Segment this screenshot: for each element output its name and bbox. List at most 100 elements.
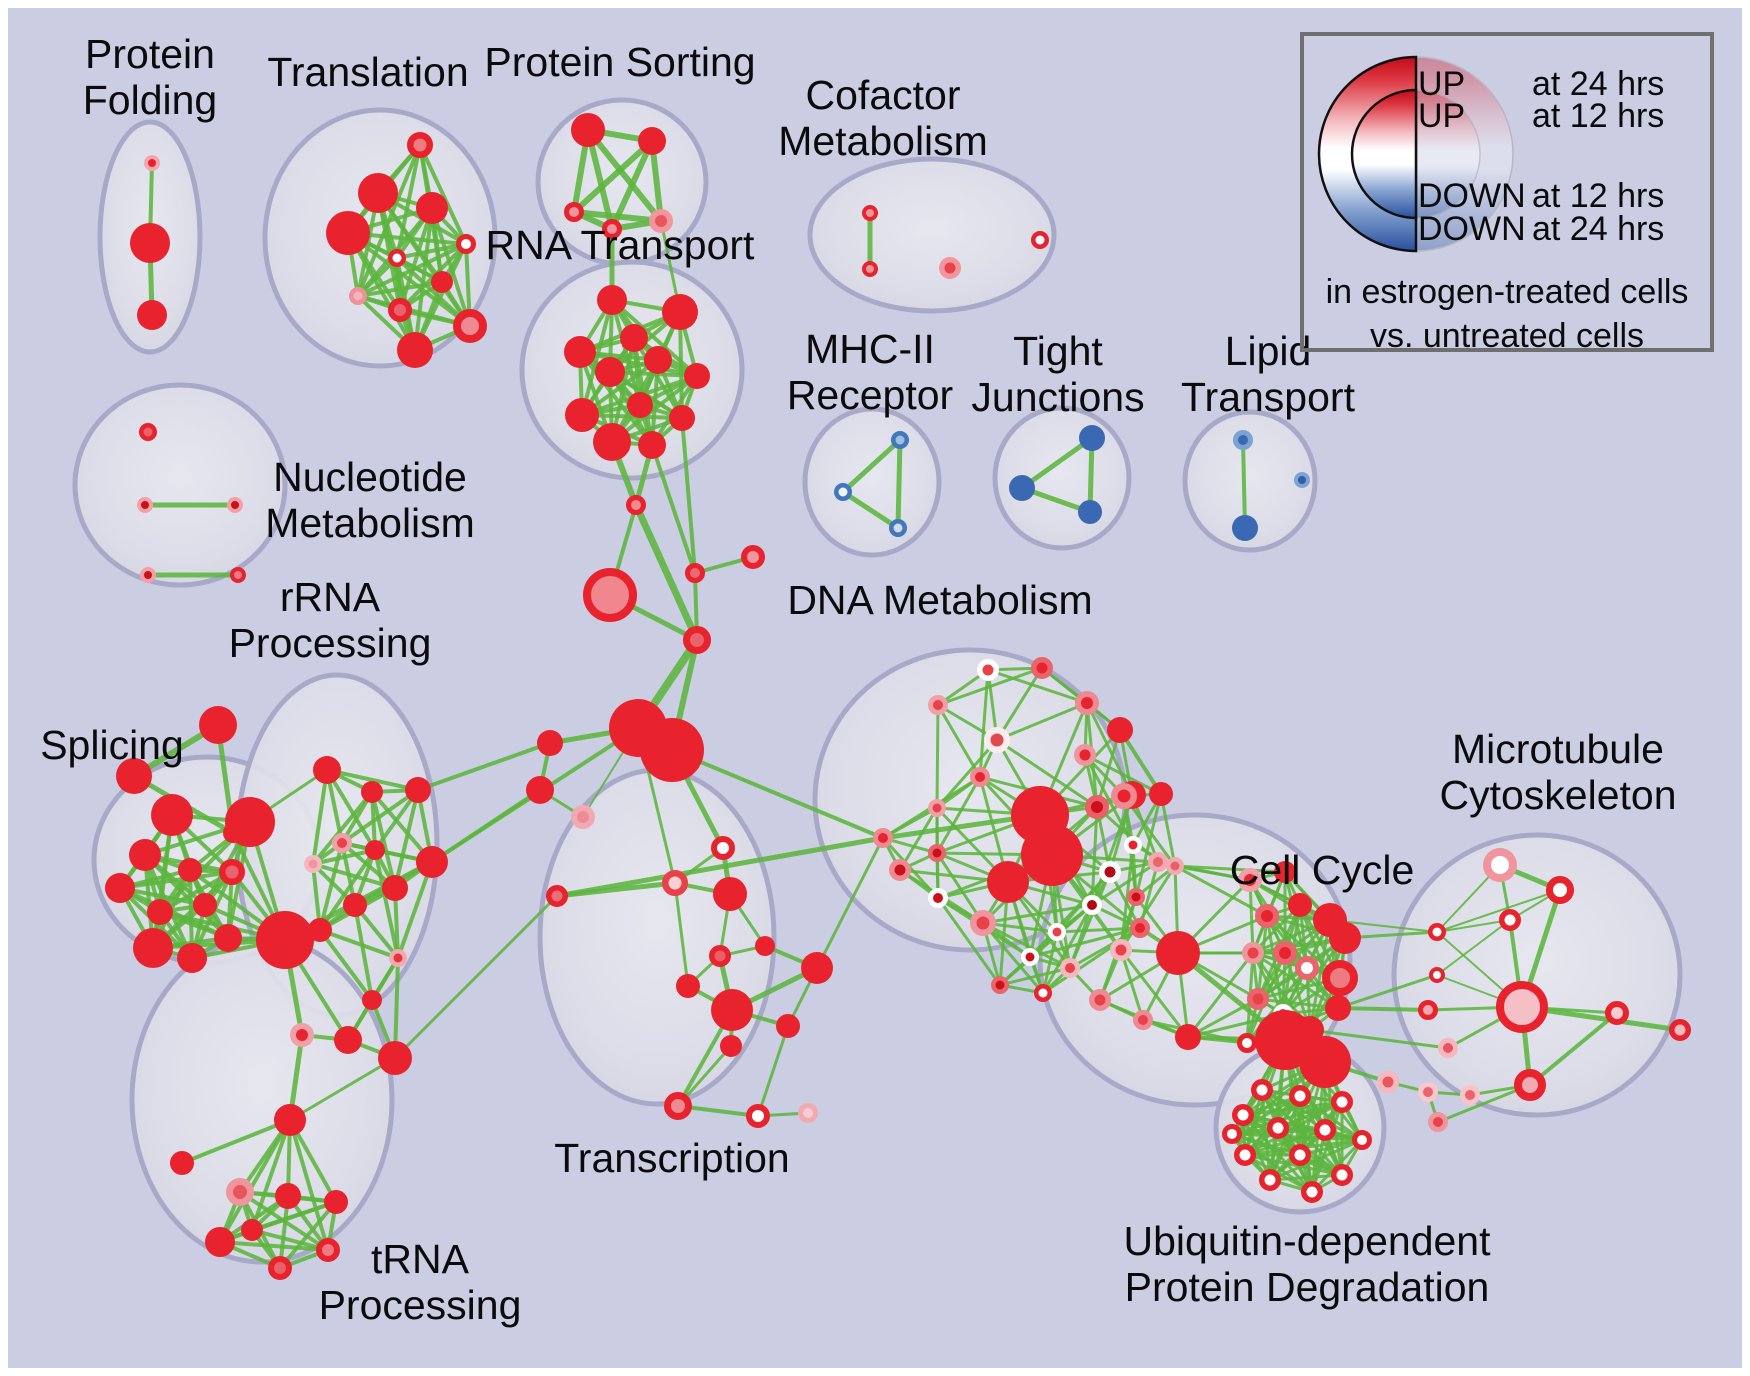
- network-node: [928, 695, 948, 715]
- network-edge: [318, 928, 374, 1002]
- network-edge: [998, 966, 1072, 987]
- network-node: [1331, 1091, 1353, 1113]
- network-edge: [340, 788, 420, 845]
- network-edge: [935, 738, 999, 810]
- network-node: [662, 294, 698, 330]
- cluster-label-cell-cycle: Cell Cycle: [1230, 847, 1415, 893]
- network-node: [684, 363, 710, 389]
- network-node: [214, 924, 242, 952]
- network-node: [1428, 923, 1446, 941]
- network-node: [407, 132, 433, 158]
- network-node: [891, 431, 909, 449]
- network-node: [746, 1104, 770, 1128]
- network-node: [151, 794, 193, 836]
- network-node: [139, 423, 157, 441]
- network-node: [873, 828, 893, 848]
- network-edge: [288, 1118, 330, 1252]
- legend-caption-line1: in estrogen-treated cells: [1325, 273, 1689, 311]
- network-edge: [935, 775, 982, 855]
- network-edge: [815, 836, 885, 970]
- cluster-label-translation: Translation: [267, 49, 468, 95]
- network-node: [685, 563, 705, 583]
- network-node: [977, 659, 999, 681]
- network-node: [862, 261, 878, 277]
- network-edge: [356, 256, 399, 298]
- network-edge: [250, 1200, 338, 1232]
- network-node: [1496, 981, 1548, 1033]
- network-node: [105, 873, 135, 903]
- network-edge: [935, 703, 940, 810]
- cluster-cofactor-metabolism: [807, 156, 1057, 314]
- network-node: [970, 910, 996, 936]
- network-node: [140, 567, 156, 583]
- cluster-label-transcription: Transcription: [554, 1135, 789, 1181]
- network-node: [365, 840, 385, 860]
- network-node: [638, 431, 666, 459]
- cluster-mhc2-receptor: [802, 406, 942, 558]
- network-node: [597, 285, 627, 315]
- network-node: [343, 893, 367, 917]
- network-node: [1232, 1104, 1254, 1126]
- network-node: [1251, 1079, 1273, 1101]
- network-node: [1238, 868, 1262, 892]
- network-node: [1325, 995, 1351, 1021]
- network-node: [1418, 1082, 1438, 1102]
- network-node: [798, 1103, 818, 1123]
- network-node: [1605, 1001, 1629, 1025]
- network-node: [1048, 923, 1066, 941]
- network-node: [133, 928, 173, 968]
- network-node: [1234, 1144, 1256, 1166]
- network-node: [1149, 782, 1173, 806]
- network-node: [583, 568, 637, 622]
- network-node: [316, 1238, 340, 1262]
- network-edge: [1085, 701, 1134, 797]
- network-node: [378, 1041, 412, 1075]
- network-edge: [1159, 792, 1177, 868]
- network-node: [1233, 430, 1253, 450]
- network-node: [147, 899, 173, 925]
- network-node: [1031, 231, 1049, 249]
- network-node: [928, 888, 948, 908]
- network-node: [644, 346, 672, 374]
- network-node: [326, 211, 370, 255]
- network-edge: [1436, 919, 1511, 976]
- network-edge: [346, 231, 472, 328]
- network-edge: [1519, 1004, 1683, 1033]
- cluster-lipid-transport: [1182, 409, 1318, 553]
- network-edge: [353, 903, 374, 1002]
- network-node: [1124, 836, 1142, 854]
- network-edge: [1134, 792, 1163, 899]
- network-edge: [416, 741, 552, 792]
- network-node: [1322, 960, 1358, 996]
- network-edge: [1230, 1132, 1364, 1142]
- network-edge: [673, 881, 690, 988]
- network-edge: [995, 738, 1099, 809]
- network-node: [1009, 475, 1035, 501]
- network-node: [984, 727, 1010, 753]
- network-edge: [373, 848, 400, 960]
- network-edge: [1068, 903, 1094, 970]
- network-node: [388, 249, 406, 267]
- legend-down-24-label: DOWN: [1418, 210, 1526, 248]
- network-edge: [1256, 997, 1340, 1010]
- network-node: [526, 776, 554, 804]
- network-node: [130, 223, 170, 263]
- cluster-label-splicing: Splicing: [40, 722, 184, 768]
- network-node: [219, 859, 245, 885]
- network-node: [358, 173, 398, 213]
- network-edge: [311, 790, 374, 866]
- network-node: [1314, 1119, 1336, 1141]
- network-node: [1301, 1181, 1323, 1203]
- network-edge: [898, 806, 939, 872]
- network-node: [862, 205, 878, 221]
- network-node: [1079, 425, 1105, 451]
- network-node: [991, 976, 1009, 994]
- cluster-label-cofactor-metabolism: Cofactor Metabolism: [778, 72, 988, 164]
- network-edge: [1119, 948, 1145, 1022]
- network-node: [709, 945, 731, 967]
- network-node: [1021, 824, 1083, 886]
- network-node: [720, 1035, 742, 1057]
- network-node: [1075, 691, 1099, 715]
